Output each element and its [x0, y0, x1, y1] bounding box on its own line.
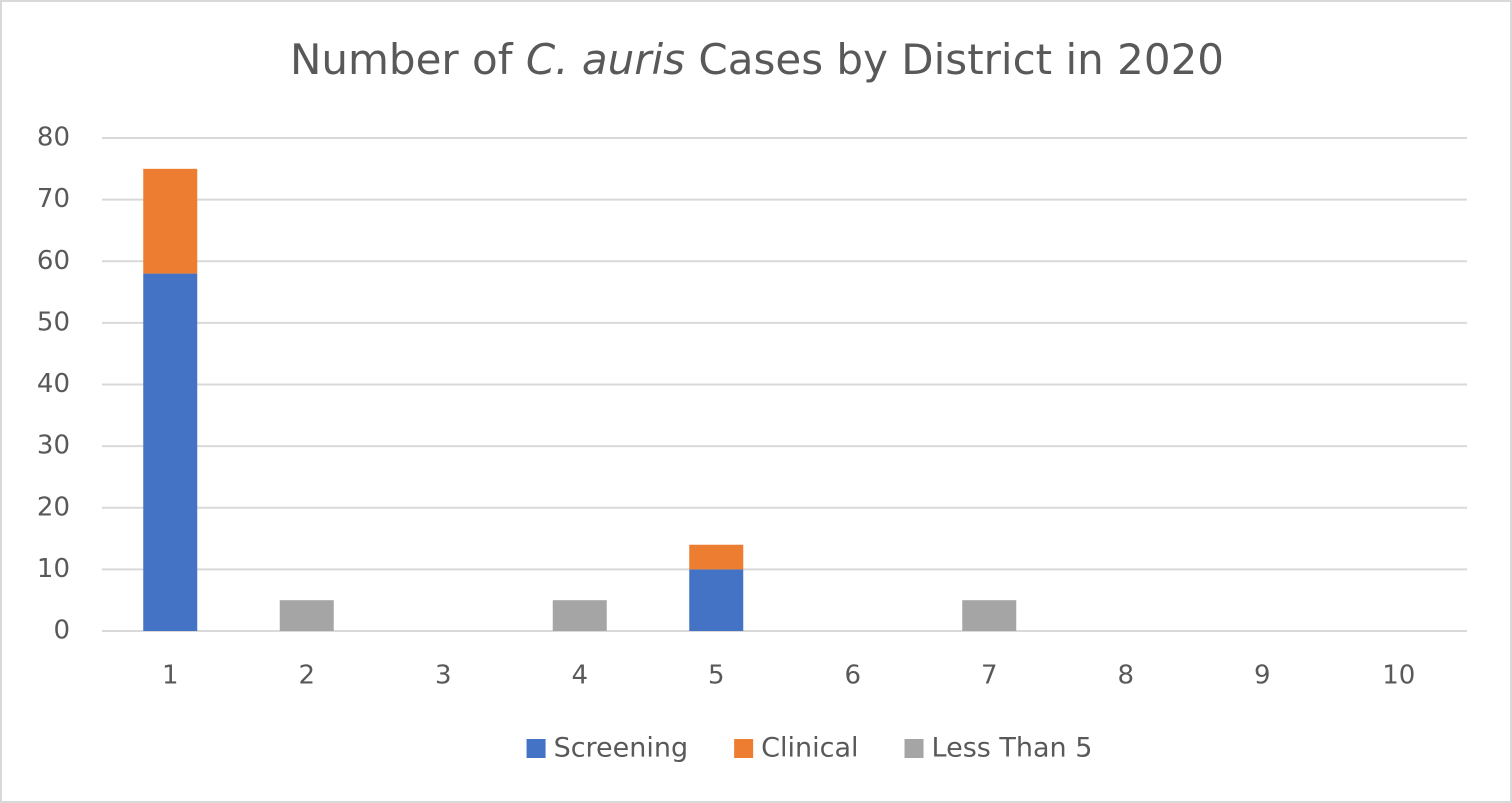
y-tick-label: 50: [37, 307, 70, 337]
y-tick-label: 70: [37, 184, 70, 214]
x-tick-label: 3: [435, 661, 452, 691]
x-tick-label: 5: [708, 661, 725, 691]
y-tick-label: 0: [53, 616, 70, 646]
y-tick-label: 80: [37, 123, 70, 153]
bar-segment: [279, 600, 334, 631]
legend-swatch: [904, 739, 924, 758]
bar-segment: [143, 168, 198, 274]
bar-segment: [689, 544, 744, 570]
x-tick-label: 7: [981, 661, 998, 691]
x-tick-label: 9: [1254, 661, 1271, 691]
legend-label: Clinical: [761, 733, 858, 764]
y-tick-label: 20: [37, 492, 70, 522]
legend: Screening Clinical Less Than 5: [526, 733, 1093, 764]
x-tick-label: 2: [298, 661, 315, 691]
title-part: C. auris: [526, 35, 685, 84]
legend-swatch: [526, 739, 546, 758]
chart-title: Number of C. auris Cases by District in …: [290, 35, 1224, 84]
y-tick-label: 10: [37, 554, 70, 584]
legend-label: Screening: [554, 733, 689, 764]
legend-swatch: [734, 739, 754, 758]
x-tick-label: 10: [1382, 661, 1415, 691]
bar-segment: [689, 569, 744, 631]
y-tick-label: 60: [37, 246, 70, 276]
bar-segment: [143, 273, 198, 631]
x-tick-label: 6: [844, 661, 861, 691]
x-tick-label: 4: [571, 661, 588, 691]
y-tick-label: 40: [37, 369, 70, 399]
x-tick-label: 8: [1117, 661, 1134, 691]
title-part: Number of: [290, 35, 526, 84]
bar-segment: [962, 600, 1017, 631]
y-tick-label: 30: [37, 431, 70, 461]
legend-label: Less Than 5: [932, 733, 1093, 764]
x-tick-label: 1: [162, 661, 179, 691]
title-part: Cases by District in 2020: [685, 35, 1224, 84]
bar-segment: [552, 600, 607, 631]
